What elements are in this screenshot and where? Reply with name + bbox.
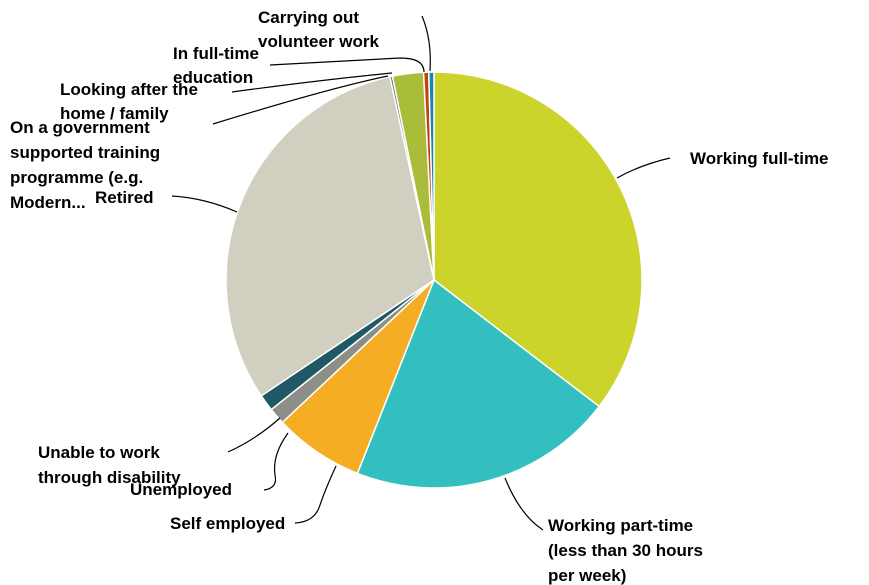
label-self-employed: Self employed [170,514,285,533]
slice-labels: Working full-time Working part-time (les… [10,8,829,585]
pie-slice-working-full-time [433,71,643,408]
leader-lines [171,15,671,531]
leader-working-full-time [616,157,671,179]
label-working-full-time: Working full-time [690,149,829,168]
label-unable-to-work: Unable to work through disability [38,443,181,487]
leader-unable-to-work [227,417,281,453]
label-looking-after-home: Looking after the home / family [60,80,203,123]
label-working-part-time: Working part-time (less than 30 hours pe… [548,516,708,585]
leader-government-training [212,75,389,125]
label-retired: Retired [95,188,154,207]
leader-unemployed [263,432,289,491]
pie-slices [225,71,643,489]
label-government-training: On a government supported training progr… [10,118,165,212]
leader-retired [171,195,238,213]
pie-slice-working-part-time-less-than-30-hours-per-week [356,278,601,489]
leader-self-employed [294,465,337,524]
pie-slice-carrying-out-volunteer-work [428,71,435,281]
pie-slice-retired [225,75,435,397]
leader-working-part-time [504,477,544,531]
leader-full-time-education [269,57,425,73]
leader-looking-after-home [231,72,393,93]
leader-volunteer-work [421,15,431,72]
label-unemployed: Unemployed [130,480,232,499]
label-full-time-education: In full-time education [173,44,264,87]
label-volunteer-work: Carrying out volunteer work [258,8,379,51]
